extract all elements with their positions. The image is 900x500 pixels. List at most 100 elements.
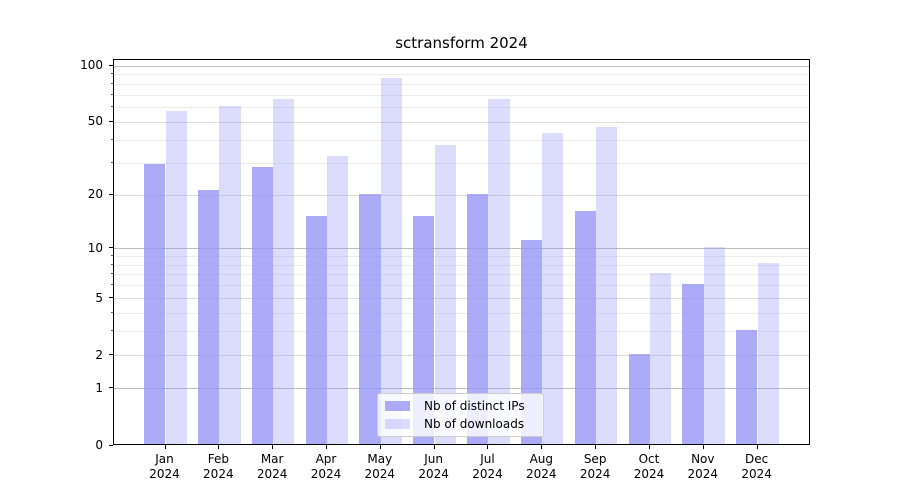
x-axis-tick-label: Nov 2024 <box>673 452 733 482</box>
y-gridline-minor <box>114 256 809 258</box>
y-axis-tick-label: 100 <box>80 58 103 73</box>
x-axis-tick <box>272 445 274 449</box>
y-axis-tick <box>109 64 113 66</box>
bar-nb-of-distinct-ips <box>251 166 273 444</box>
legend-label-distinct-ips: Nb of distinct IPs <box>424 399 525 414</box>
bar-nb-of-distinct-ips <box>144 164 166 444</box>
bar-nb-of-downloads <box>434 144 456 444</box>
x-axis-year-label: 2024 <box>310 467 342 481</box>
y-gridline <box>114 194 809 196</box>
bar-nb-of-distinct-ips <box>682 283 704 444</box>
x-axis-tick <box>541 445 543 449</box>
y-axis-tick-label: 2 <box>95 347 103 362</box>
x-axis-year-label: 2024 <box>633 467 665 481</box>
x-axis-tick-label: Mar 2024 <box>242 452 302 482</box>
y-axis-tick <box>109 120 113 122</box>
y-gridline-minor <box>114 331 809 333</box>
x-axis-tick <box>702 445 704 449</box>
x-axis-tick <box>218 445 220 449</box>
y-gridline-minor <box>114 83 809 85</box>
y-gridline-minor <box>114 285 809 287</box>
legend-swatch-distinct-ips <box>385 401 410 412</box>
bar-nb-of-downloads <box>326 156 349 444</box>
x-axis-tick-label: Jul 2024 <box>457 452 517 482</box>
y-gridline-minor <box>114 107 809 109</box>
x-axis-month-label: May <box>367 452 393 466</box>
x-axis-month-label: Oct <box>638 452 660 466</box>
x-axis-tick <box>595 445 597 449</box>
x-axis-tick <box>756 445 758 449</box>
bar-nb-of-downloads <box>542 132 564 444</box>
x-axis-tick <box>648 445 650 449</box>
y-axis-minor-tick <box>111 312 113 314</box>
x-axis-month-label: Jul <box>480 452 495 466</box>
y-gridline <box>114 65 809 67</box>
y-axis-tick <box>109 297 113 299</box>
x-axis-year-label: 2024 <box>418 467 449 481</box>
x-axis-month-label: Aug <box>529 452 554 466</box>
bar-nb-of-distinct-ips <box>628 353 650 444</box>
x-axis-year-label: 2024 <box>472 467 503 481</box>
x-axis-year-label: 2024 <box>741 467 772 481</box>
bar-nb-of-distinct-ips <box>305 215 327 444</box>
bar-nb-of-distinct-ips <box>736 329 758 444</box>
bar-nb-of-downloads <box>273 99 295 444</box>
legend: Nb of distinct IPs Nb of downloads <box>377 393 544 437</box>
legend-swatch-downloads <box>385 418 410 429</box>
bar-nb-of-distinct-ips <box>413 215 435 444</box>
bar-nb-of-distinct-ips <box>197 189 220 444</box>
x-axis-tick-label: Sep 2024 <box>565 452 625 482</box>
bar-nb-of-distinct-ips <box>520 239 543 444</box>
y-axis-tick-label: 0 <box>95 438 103 452</box>
x-axis-tick-label: Aug 2024 <box>511 452 571 482</box>
x-axis-tick-label: Oct 2024 <box>619 452 679 482</box>
bar-nb-of-distinct-ips <box>574 210 596 444</box>
y-gridline-minor <box>114 274 809 276</box>
plot-area <box>113 59 810 445</box>
x-axis-month-label: Apr <box>315 452 337 466</box>
y-axis-minor-tick <box>111 161 113 163</box>
y-axis-tick-label: 50 <box>87 114 103 129</box>
x-axis-tick-label: Dec 2024 <box>727 452 787 482</box>
y-gridline <box>114 388 809 390</box>
y-axis-tick <box>109 387 113 389</box>
x-axis-tick <box>325 445 327 449</box>
y-gridline-minor <box>114 139 809 141</box>
y-gridline <box>114 121 809 123</box>
chart-title: sctransform 2024 <box>395 34 528 52</box>
x-axis-month-label: Mar <box>260 452 284 466</box>
y-axis-minor-tick <box>111 82 113 84</box>
bar-nb-of-distinct-ips <box>359 193 381 444</box>
x-axis-tick <box>487 445 489 449</box>
y-axis-tick <box>109 247 113 249</box>
y-axis-minor-tick <box>111 263 113 265</box>
bar-nb-of-downloads <box>380 77 402 444</box>
y-gridline <box>114 298 809 300</box>
legend-label-downloads: Nb of downloads <box>424 416 525 431</box>
y-axis-tick <box>109 354 113 356</box>
y-gridline <box>114 248 809 250</box>
x-axis-month-label: Jun <box>424 452 444 466</box>
x-axis-year-label: 2024 <box>687 467 719 481</box>
x-axis-year-label: 2024 <box>149 467 180 481</box>
y-axis-tick-label: 1 <box>95 380 103 395</box>
x-axis-tick-label: Apr 2024 <box>296 452 356 482</box>
x-axis-tick-label: Jan 2024 <box>135 452 195 482</box>
y-axis-minor-tick <box>111 93 113 95</box>
y-axis-minor-tick <box>111 138 113 140</box>
x-axis-month-label: Nov <box>691 452 715 466</box>
y-axis-minor-tick <box>111 273 113 275</box>
x-axis-tick <box>433 445 435 449</box>
x-axis-tick-label: Feb 2024 <box>188 452 248 482</box>
x-axis-tick-label: May 2024 <box>350 452 410 482</box>
y-axis-tick-label: 10 <box>87 240 103 255</box>
x-axis-tick-label: Jun 2024 <box>404 452 464 482</box>
x-axis-month-label: Feb <box>207 452 229 466</box>
bar-nb-of-downloads <box>757 263 779 444</box>
bar-nb-of-distinct-ips <box>467 193 489 444</box>
y-axis-minor-tick <box>111 106 113 108</box>
x-axis-year-label: 2024 <box>364 467 396 481</box>
x-axis-year-label: 2024 <box>579 467 611 481</box>
y-gridline-minor <box>114 313 809 315</box>
y-gridline-minor <box>114 74 809 76</box>
